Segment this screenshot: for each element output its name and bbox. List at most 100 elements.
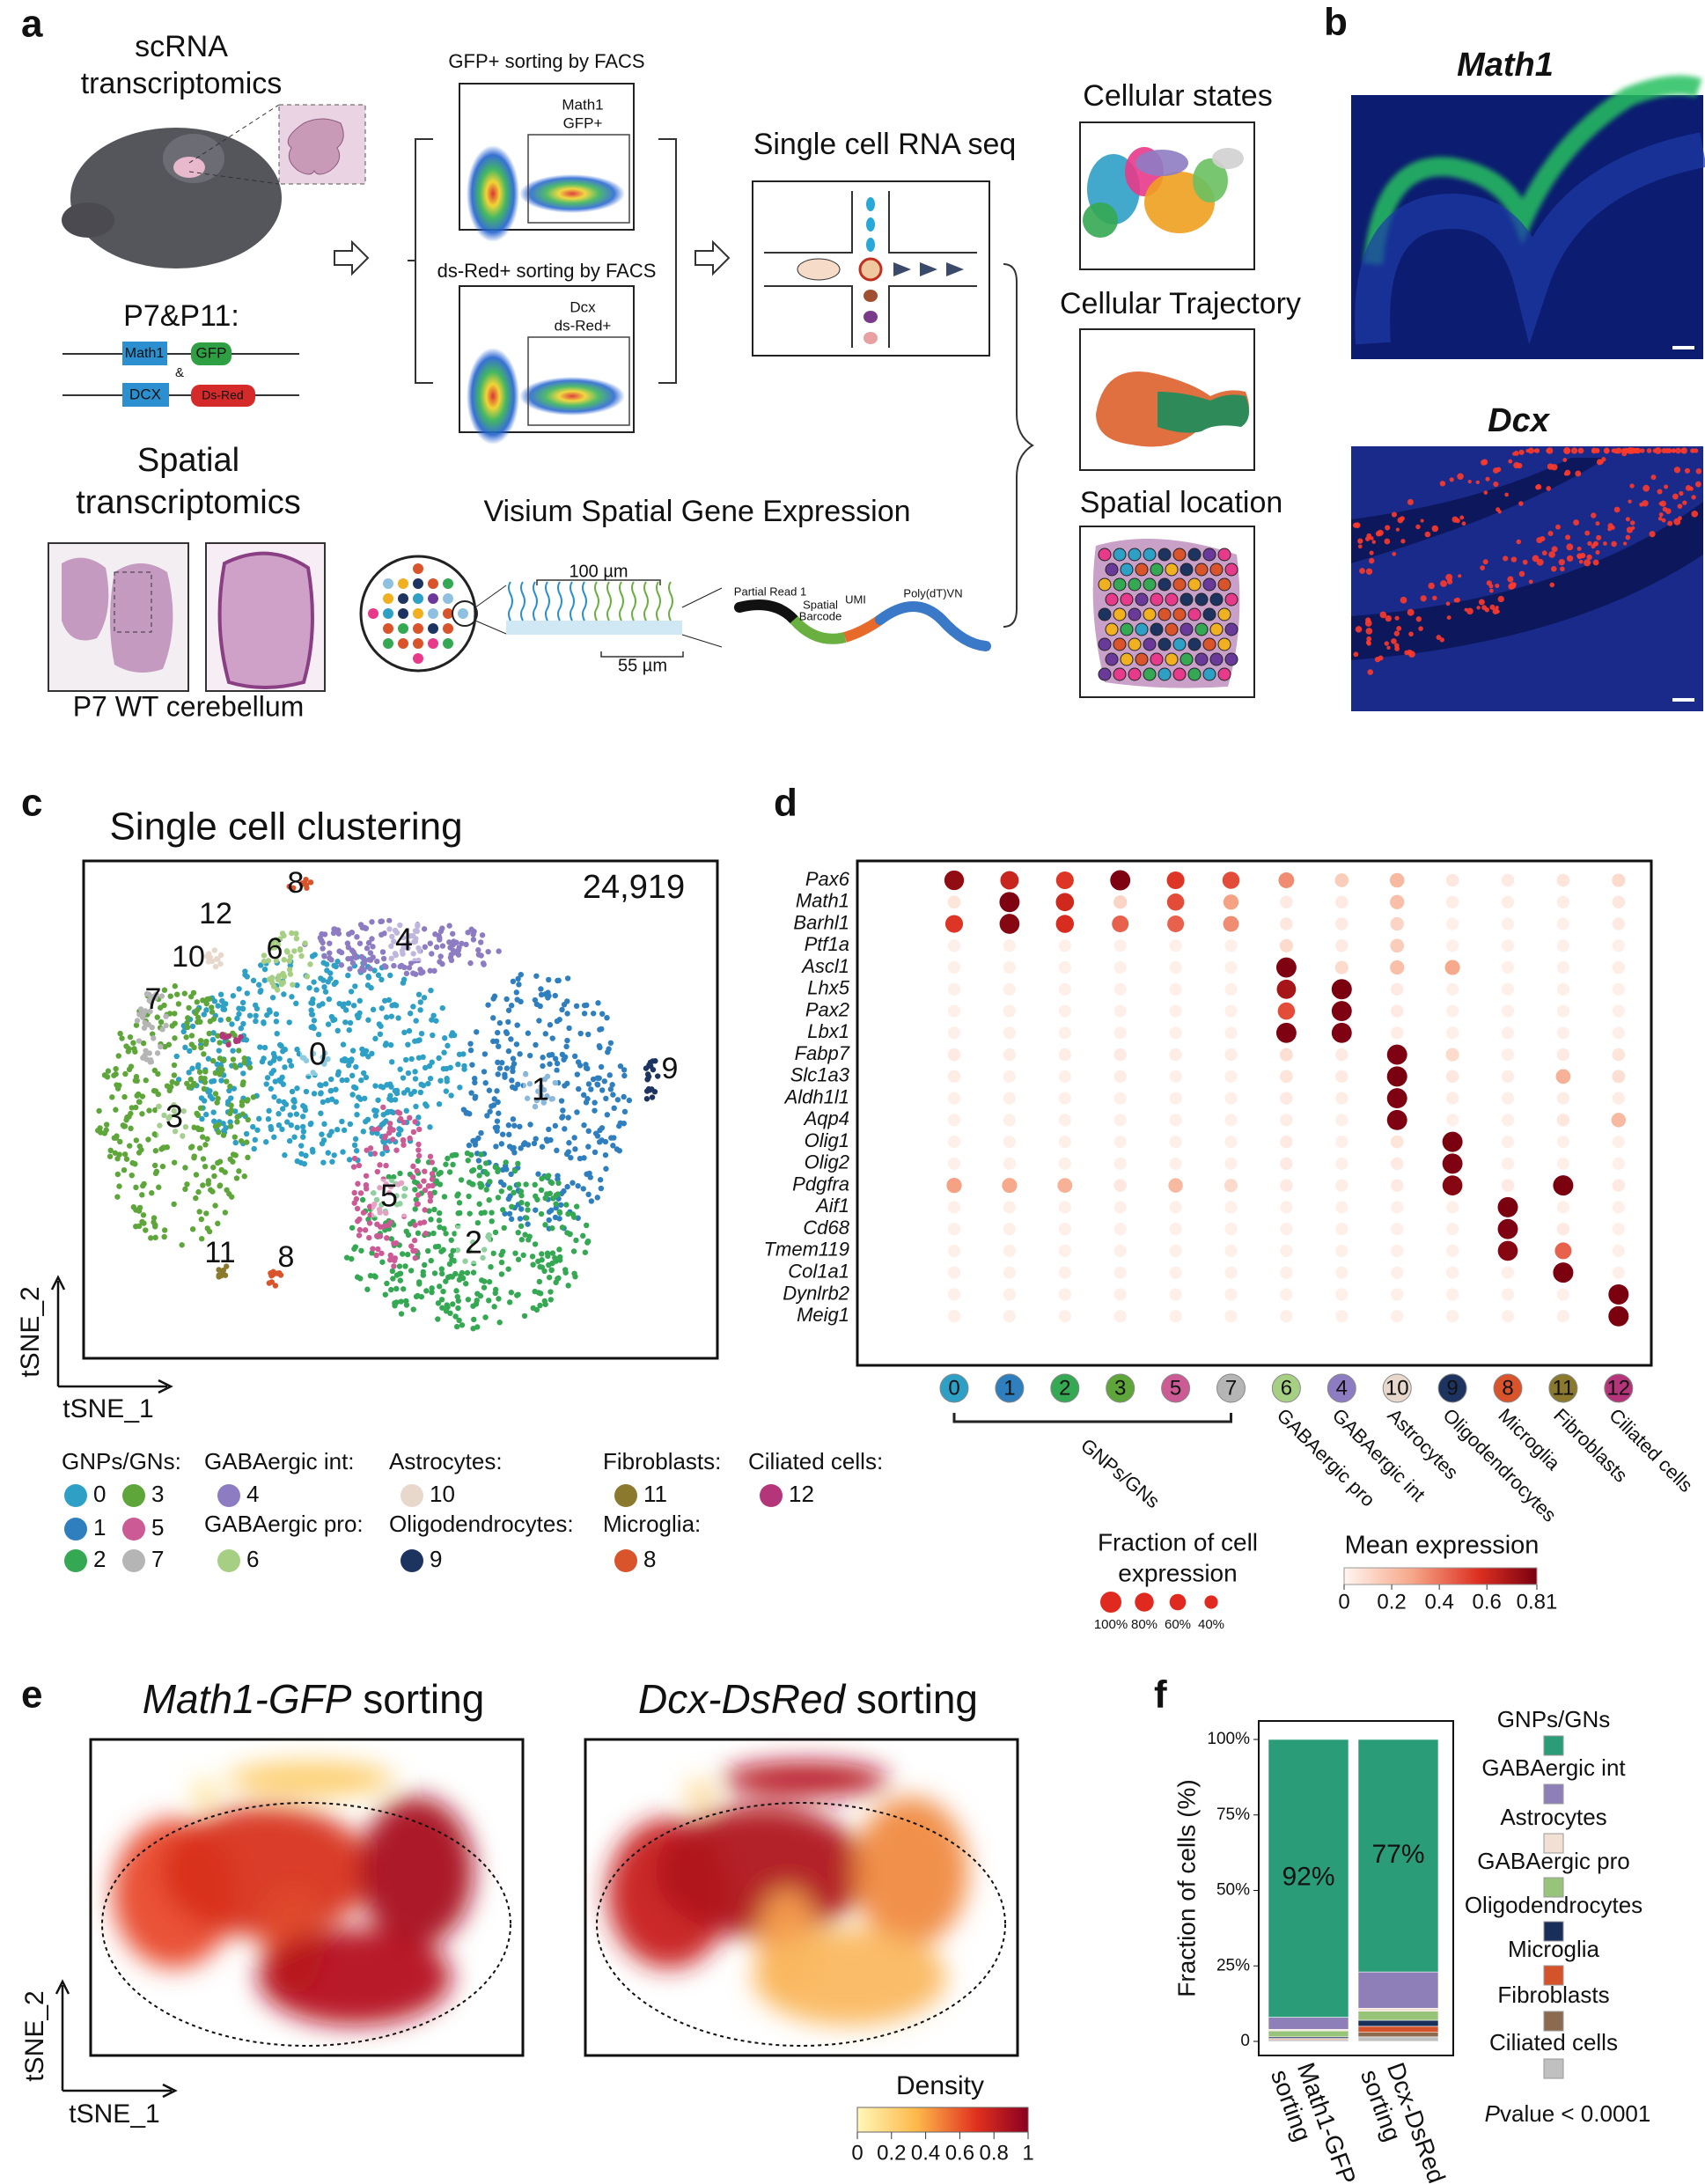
cell-point: [367, 966, 373, 972]
read-label: Poly(dT)VN: [903, 586, 962, 599]
dsred-cell: [1613, 506, 1620, 513]
dsred-cell: [1408, 631, 1414, 637]
outline: [101, 1802, 511, 2047]
cell-point: [524, 1201, 531, 1208]
dsred-cell: [1365, 628, 1373, 635]
cell-point: [410, 1247, 416, 1254]
legend-swatch: [1543, 1833, 1564, 1854]
cell-point: [564, 1037, 570, 1044]
cell-point: [450, 1161, 456, 1168]
spatial-spot: [1224, 563, 1238, 577]
size-key-label: 80%: [1131, 1617, 1157, 1632]
dot: [1224, 1114, 1238, 1127]
cell-point: [496, 1065, 503, 1071]
dsred-cell: [1391, 511, 1397, 518]
dot: [1169, 1201, 1182, 1214]
cell-point: [328, 1076, 334, 1083]
cell-point: [581, 1011, 588, 1017]
cell-point: [352, 1136, 359, 1143]
dsred-cell: [1369, 557, 1375, 564]
cell-point: [431, 1189, 437, 1195]
cell-point: [354, 934, 360, 940]
cell-point: [548, 1267, 555, 1274]
cell-point: [376, 1021, 383, 1027]
dsred-cell: [1439, 481, 1446, 487]
dot: [1501, 1004, 1515, 1018]
legend-swatch: [1543, 2058, 1564, 2079]
cell-point: [281, 957, 287, 963]
cell-point: [431, 1206, 437, 1213]
cell-point: [349, 1255, 355, 1262]
cell-point: [546, 1217, 552, 1224]
colorbar-label: 0.4: [911, 2141, 940, 2165]
dot: [1166, 871, 1185, 890]
cell-point: [422, 1261, 428, 1268]
dot: [1335, 939, 1349, 952]
cell-point: [378, 1005, 385, 1011]
dot: [1003, 1136, 1017, 1149]
cell-point: [535, 1171, 541, 1177]
cell-point: [324, 967, 330, 974]
cell-point: [360, 1070, 367, 1077]
spatial-spot: [1150, 563, 1164, 577]
cell-point: [356, 1232, 363, 1239]
cell-point: [508, 1003, 515, 1009]
density-blob: [161, 1805, 372, 1938]
cell-point: [463, 941, 469, 948]
cell-point: [217, 1183, 223, 1189]
legend-title: GABAergic int:: [204, 1448, 355, 1474]
category-label: 11: [1552, 1376, 1574, 1400]
cell-point: [386, 1129, 393, 1136]
dot: [947, 1244, 961, 1258]
dsred-cell: [1664, 484, 1669, 489]
cell-point: [584, 1239, 591, 1246]
cell-point: [128, 1110, 134, 1117]
cell-point: [410, 1163, 416, 1170]
cell-point: [459, 940, 465, 947]
cell-point: [418, 1030, 425, 1037]
cell-point: [526, 1081, 533, 1087]
dot: [1169, 1026, 1182, 1040]
cell-point: [382, 997, 388, 1004]
cell-point: [563, 1202, 570, 1208]
dot: [1391, 1201, 1404, 1214]
label-box: [523, 1072, 558, 1111]
cell-point: [197, 1037, 204, 1044]
legend-label: GABAergic pro: [1477, 1848, 1629, 1874]
cell-point: [584, 1002, 590, 1009]
cell-point: [517, 1216, 524, 1222]
read-label: Spatial: [803, 598, 838, 611]
cell-point: [585, 1191, 592, 1198]
dot: [1169, 1310, 1182, 1323]
cell-point: [186, 1004, 192, 1011]
cell-point: [565, 1114, 571, 1121]
dot: [1058, 1114, 1071, 1127]
cell-point: [518, 1188, 525, 1195]
cell-point: [421, 1178, 427, 1184]
cell-point: [485, 948, 491, 955]
facs-density: [519, 174, 625, 213]
cell-point: [448, 1237, 454, 1243]
cell-point: [649, 1094, 656, 1100]
cell-point: [533, 973, 540, 979]
dot: [1058, 1288, 1071, 1301]
cell-point: [425, 1080, 431, 1087]
dot: [1556, 1048, 1570, 1062]
cell-point: [414, 1167, 420, 1174]
capture-spot: [383, 608, 393, 619]
dot: [1501, 939, 1515, 952]
cell-point: [430, 1032, 436, 1039]
cell-point: [463, 1280, 469, 1287]
dot: [1275, 957, 1297, 978]
legend-title: Mean expression: [1345, 1532, 1540, 1560]
cell-point: [455, 1061, 461, 1068]
cell-point: [327, 975, 334, 982]
panel-label: c: [21, 782, 42, 825]
cell-point: [298, 952, 305, 960]
dsred-cell: [1575, 470, 1582, 477]
cell-point: [363, 1186, 370, 1192]
cell-point: [412, 1119, 418, 1125]
cell-point: [283, 948, 290, 954]
outline: [596, 1802, 1006, 2047]
dot: [1113, 1004, 1127, 1018]
